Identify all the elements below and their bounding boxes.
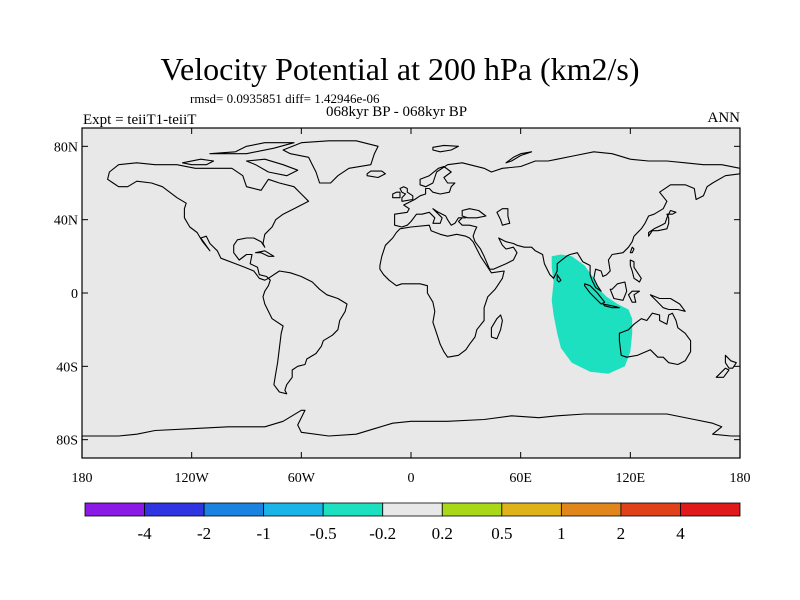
colorbar-segment [620, 502, 681, 517]
coastline-shape [490, 314, 503, 340]
y-tick-label: 0 [71, 287, 78, 302]
colorbar-label: 0.5 [491, 524, 512, 543]
period-label: 068kyr BP - 068kyr BP [326, 104, 468, 120]
page-title: Velocity Potential at 200 hPa (km2/s) [160, 51, 640, 87]
coastline-shape [648, 209, 677, 237]
colorbar-segment [441, 502, 503, 517]
coastline-shape [505, 151, 533, 164]
x-tick-label: 180 [730, 471, 751, 486]
colorbar-segment [84, 502, 145, 517]
map-panel: 180 120W 60W 0 60E 120E 180 80N 40N 0 40S 80S [54, 127, 751, 486]
coastline-shape [724, 354, 737, 369]
coastline-shape [432, 144, 460, 153]
coastline-shape [394, 151, 741, 292]
season-label: ANN [707, 110, 741, 126]
y-tick-label: 80S [56, 434, 78, 449]
colorbar-label: -0.5 [310, 524, 337, 543]
coastline-shape [649, 294, 686, 312]
coastline-shape [245, 158, 299, 177]
y-tick-label: 80N [54, 140, 78, 155]
colorbar-segment [263, 502, 324, 517]
colorbar-segment [680, 502, 741, 517]
coastline-shape [584, 283, 606, 305]
coastline-shape [181, 158, 215, 166]
coastline-shape [366, 170, 386, 179]
coastline-shape [209, 142, 295, 155]
colorbar-label: 0.2 [432, 524, 453, 543]
coastline-shape [618, 312, 692, 366]
coastline-shape [715, 367, 730, 378]
coastline-shape [496, 208, 511, 226]
colorbar-segment [322, 502, 384, 517]
coastline-shape [262, 270, 348, 395]
colorbar-segment [203, 502, 265, 517]
coastline-shape [609, 281, 628, 301]
colorbar-label: 2 [617, 524, 626, 543]
experiment-label: Expt = teiiT1-teiiT [83, 112, 197, 128]
colorbar-label: -0.2 [369, 524, 396, 543]
colorbar-label: 4 [676, 524, 685, 543]
coastlines [81, 140, 741, 459]
coastline-shape [602, 303, 620, 309]
coastline-shape [81, 409, 741, 459]
coastline-shape [627, 290, 641, 303]
y-tick-label: 40N [54, 214, 78, 229]
colorbar-label: -1 [257, 524, 271, 543]
coastline-shape [255, 250, 275, 257]
x-tick-label: 60E [509, 471, 532, 486]
coastline-shape [556, 274, 562, 283]
coastline-shape [629, 259, 642, 283]
stats-label: rmsd= 0.0935851 diff= 1.42946e-06 [190, 91, 380, 106]
coastline-shape [107, 162, 310, 281]
x-tick-label: 60W [288, 471, 316, 486]
anomaly-region [551, 254, 633, 374]
colorbar-segment [144, 502, 205, 517]
x-tick-label: 180 [72, 471, 93, 486]
coastline-shape [399, 186, 414, 202]
x-tick-label: 120E [616, 471, 646, 486]
colorbar-segment [560, 502, 622, 517]
colorbar-label: -4 [137, 524, 152, 543]
axis-ticks: 180 120W 60W 0 60E 120E 180 80N 40N 0 40S 80S [54, 128, 751, 486]
x-tick-label: 0 [408, 471, 415, 486]
coastline-shape [379, 224, 505, 358]
y-tick-label: 40S [56, 360, 78, 375]
map-background [82, 128, 740, 458]
colorbar-segment [382, 502, 443, 517]
coastline-shape [461, 208, 487, 219]
coastline-shape [629, 246, 635, 254]
colorbar-label: 1 [557, 524, 566, 543]
coastline-shape [392, 191, 401, 199]
coastline-shape [282, 140, 379, 184]
x-tick-label: 120W [175, 471, 210, 486]
colorbar-segment [501, 502, 562, 517]
colorbar-label: -2 [197, 524, 211, 543]
colorbar: -4 -2 -1 -0.5 -0.2 0.2 0.5 1 2 4 [84, 502, 741, 543]
